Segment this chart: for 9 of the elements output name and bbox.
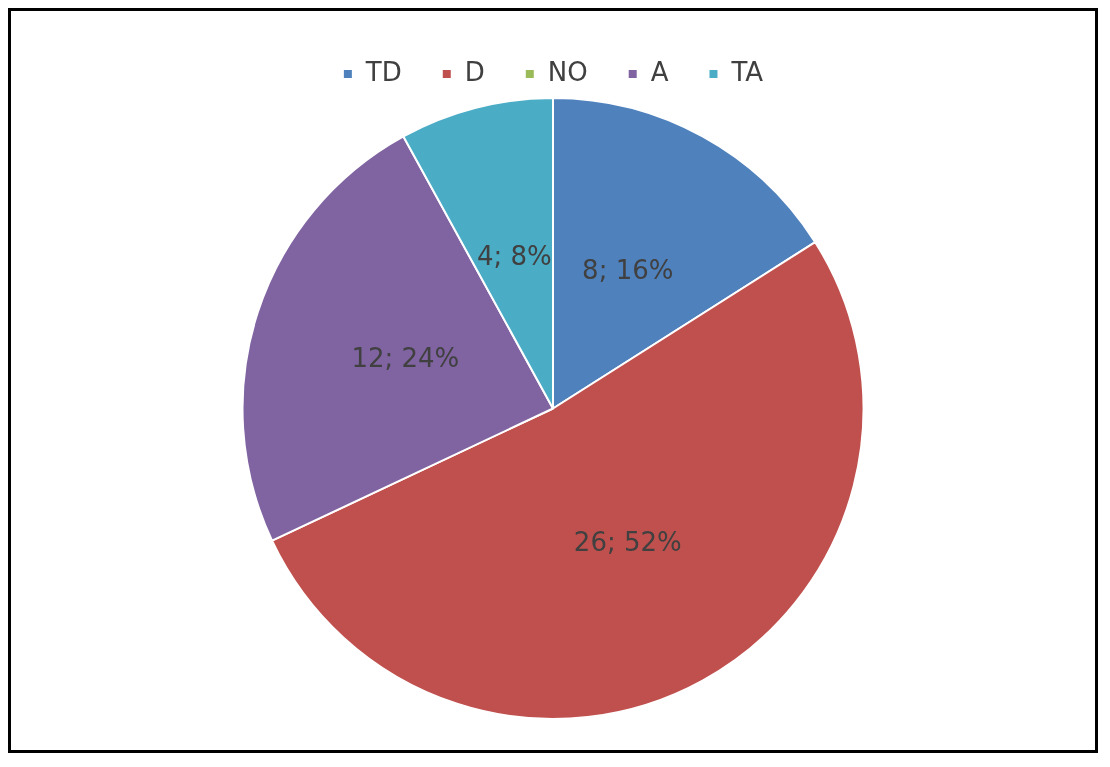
legend-label: TD (364, 56, 402, 87)
legend-label: TA (730, 56, 764, 87)
data-label: 26; 52% (573, 527, 682, 558)
legend-label: A (650, 56, 669, 87)
legend-label: D (464, 56, 485, 87)
data-label: 12; 24% (351, 343, 460, 374)
data-label: 4; 8% (476, 240, 552, 271)
legend-label: NO (547, 56, 588, 87)
data-label: 8; 16% (582, 255, 674, 286)
